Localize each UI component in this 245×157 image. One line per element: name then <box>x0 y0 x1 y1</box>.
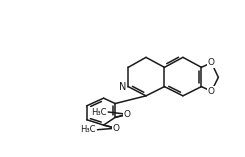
Text: O: O <box>208 87 215 96</box>
Text: O: O <box>112 124 120 133</box>
Text: N: N <box>119 82 126 92</box>
Text: O: O <box>124 110 131 119</box>
Text: H₃C: H₃C <box>80 125 96 134</box>
Text: O: O <box>208 58 215 67</box>
Text: H₃C: H₃C <box>91 108 107 116</box>
